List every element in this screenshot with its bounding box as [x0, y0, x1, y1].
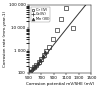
Legend: Cr (IV), Ce(IV), Mn (VII): Cr (IV), Ce(IV), Mn (VII): [31, 7, 50, 22]
Y-axis label: Corrosion rate (mm.year-1): Corrosion rate (mm.year-1): [4, 11, 8, 67]
X-axis label: Corrosion potential mV/SHE (mV): Corrosion potential mV/SHE (mV): [26, 82, 94, 86]
